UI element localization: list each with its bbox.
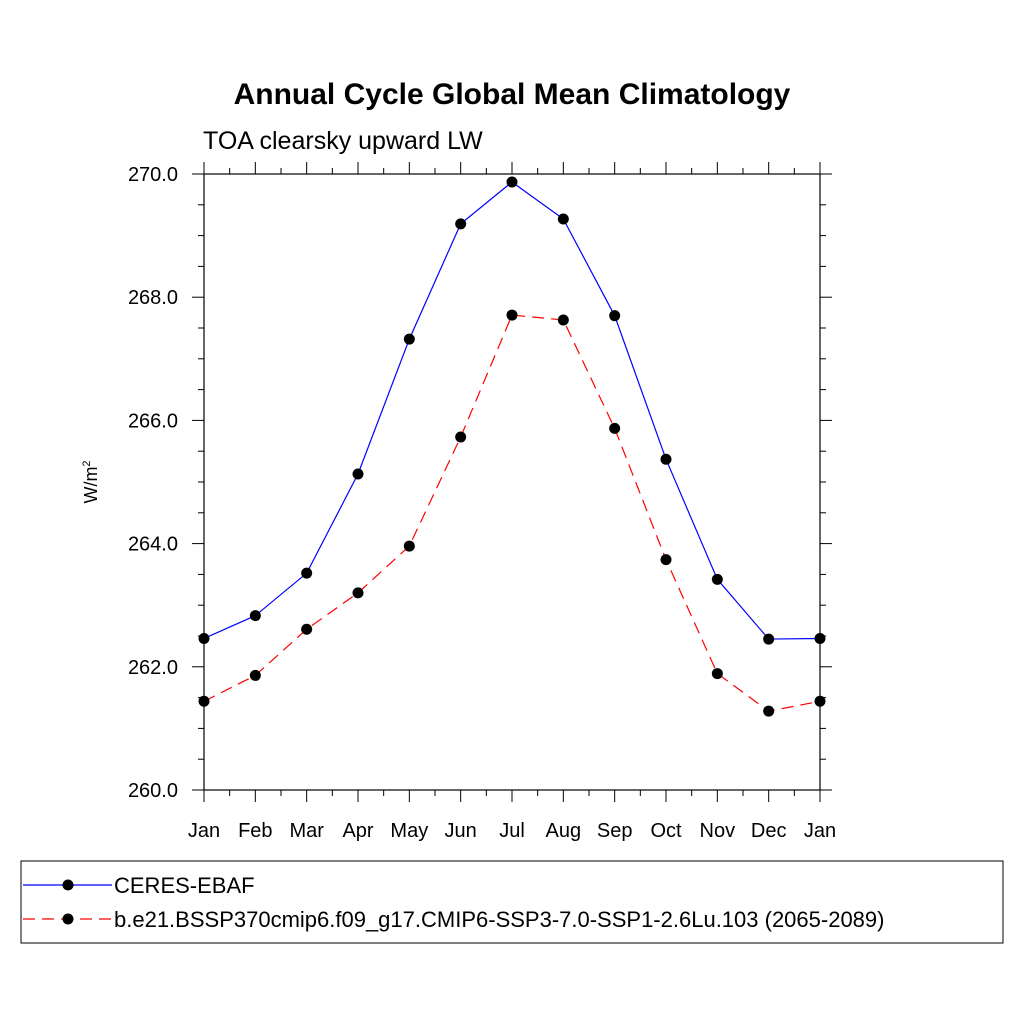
data-point bbox=[198, 695, 210, 707]
y-tick-label: 264.0 bbox=[128, 534, 178, 556]
series-line-1 bbox=[203, 181, 821, 640]
data-point bbox=[609, 422, 621, 434]
series-layer bbox=[198, 176, 826, 717]
x-tick-label: Apr bbox=[342, 820, 373, 842]
y-tick-label: 266.0 bbox=[128, 410, 178, 432]
axes: Jan Feb Mar Apr May Jun Jul Aug Sep Oct Nov Dec Jan 2… bbox=[128, 162, 836, 842]
legend-marker-2 bbox=[62, 913, 74, 925]
data-point bbox=[506, 309, 518, 321]
x-tick-label: Aug bbox=[546, 820, 582, 842]
data-point bbox=[249, 669, 261, 681]
legend: CERES-EBAF b.e21.BSSP370cmip6.f09_g17.CMI… bbox=[23, 873, 884, 932]
y-axis-label-text: W/m bbox=[81, 467, 101, 504]
x-tick-label: Jan bbox=[188, 820, 220, 842]
x-tick-label: Sep bbox=[597, 820, 633, 842]
x-tick-label: Nov bbox=[700, 820, 736, 842]
series-line-2 bbox=[203, 314, 821, 712]
y-tick-label: 260.0 bbox=[128, 780, 178, 802]
data-point bbox=[711, 668, 723, 680]
legend-label-2: b.e21.BSSP370cmip6.f09_g17.CMIP6-SSP3-7.… bbox=[114, 907, 884, 932]
data-point bbox=[455, 431, 467, 443]
y-axis-label-superscript: 2 bbox=[81, 460, 93, 466]
data-point bbox=[249, 610, 261, 622]
chart-subtitle: TOA clearsky upward LW bbox=[203, 127, 483, 155]
data-point bbox=[557, 213, 569, 225]
plot-frame bbox=[203, 173, 821, 791]
data-point bbox=[403, 333, 415, 345]
x-tick-label: Mar bbox=[289, 820, 324, 842]
data-point bbox=[660, 554, 672, 566]
legend-marker-1 bbox=[62, 879, 74, 891]
data-point bbox=[301, 623, 313, 635]
data-point bbox=[763, 633, 775, 645]
x-tick-label: Jan bbox=[804, 820, 836, 842]
data-point bbox=[301, 567, 313, 579]
data-point bbox=[609, 310, 621, 322]
data-point bbox=[557, 314, 569, 326]
data-point bbox=[763, 705, 775, 717]
data-point bbox=[352, 587, 364, 599]
y-tick-label: 270.0 bbox=[128, 164, 178, 186]
data-point bbox=[198, 632, 210, 644]
data-point bbox=[352, 468, 364, 480]
x-tick-label: Feb bbox=[238, 820, 272, 842]
data-point bbox=[660, 453, 672, 465]
y-tick-label: 262.0 bbox=[128, 657, 178, 679]
data-point bbox=[814, 695, 826, 707]
x-tick-label: Dec bbox=[751, 820, 787, 842]
legend-label-1: CERES-EBAF bbox=[114, 873, 255, 898]
x-tick-label: Jul bbox=[499, 820, 525, 842]
y-tick-label: 268.0 bbox=[128, 287, 178, 309]
y-axis-label: W/m2 bbox=[81, 460, 101, 503]
x-tick-label: May bbox=[390, 820, 428, 842]
chart-title: Annual Cycle Global Mean Climatology bbox=[234, 78, 791, 111]
data-point bbox=[403, 540, 415, 552]
x-tick-label: Jun bbox=[445, 820, 477, 842]
data-point bbox=[711, 573, 723, 585]
data-point bbox=[455, 218, 467, 230]
legend-box bbox=[20, 860, 1004, 944]
x-tick-label: Oct bbox=[650, 820, 682, 842]
data-point bbox=[814, 632, 826, 644]
data-point bbox=[506, 176, 518, 188]
